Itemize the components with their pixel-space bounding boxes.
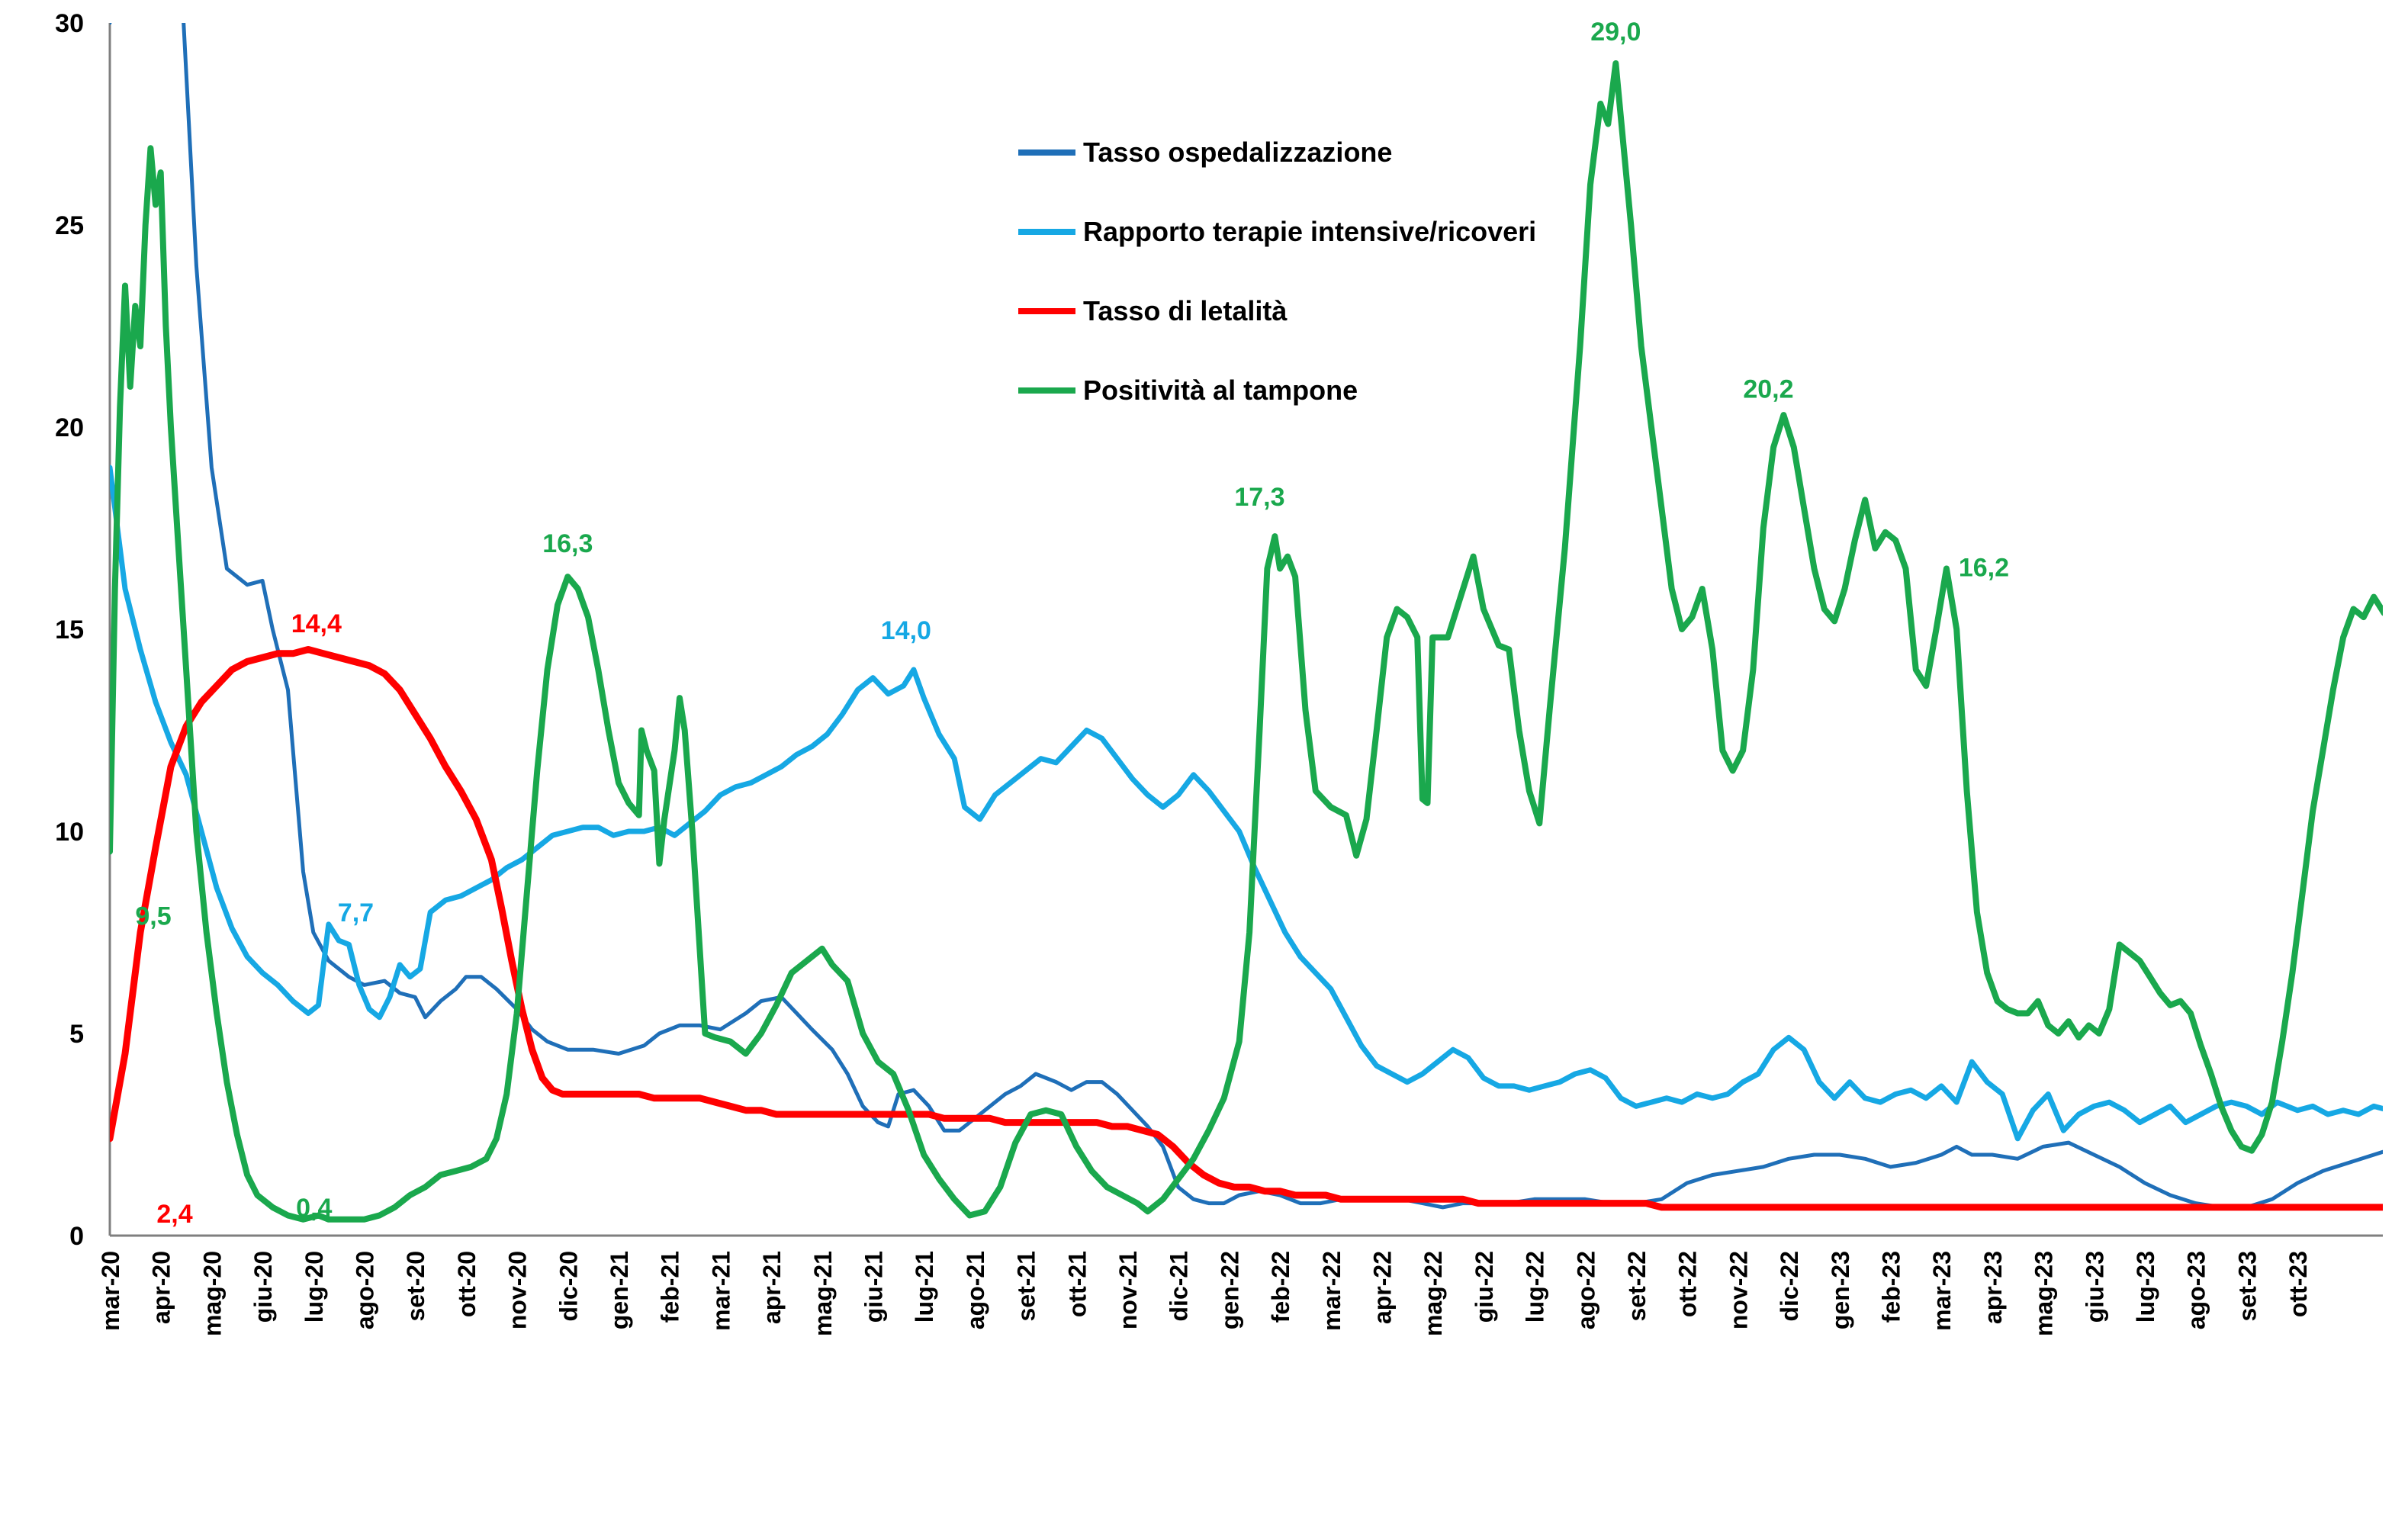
x-tick-label: lug-23 (2132, 1251, 2159, 1323)
legend-label: Tasso di letalità (1083, 295, 1288, 326)
x-tick-labels: mar-20 apr-20 mag-20 giu-20 lug-20 ago-20 set-… (97, 1251, 2312, 1336)
x-tick-label: ago-20 (352, 1251, 379, 1329)
y-tick-labels: 0 5 10 15 20 25 30 (55, 9, 84, 1251)
data-label: 29,0 (1590, 18, 1641, 47)
series-line-2 (110, 464, 2383, 1142)
series-line-3 (110, 646, 2383, 1211)
x-tick-label: ott-20 (453, 1251, 481, 1317)
data-label: 9,5 (135, 902, 171, 931)
x-tick-label: apr-22 (1369, 1251, 1397, 1324)
x-tick-label: ott-22 (1674, 1251, 1702, 1317)
x-tick-label: giu-22 (1471, 1251, 1498, 1323)
x-tick-label: mag-20 (198, 1251, 226, 1336)
x-tick-label: mar-20 (97, 1251, 124, 1331)
x-tick-label: nov-20 (504, 1251, 532, 1329)
data-label: 20,2 (1743, 374, 1793, 403)
x-tick-label: feb-23 (1878, 1251, 1905, 1323)
x-tick-label: apr-21 (758, 1251, 786, 1324)
legend-label: Rapporto terapie intensive/ricoveri (1083, 216, 1536, 247)
y-tick-label: 30 (55, 9, 84, 38)
y-tick-label: 25 (55, 211, 84, 240)
data-label: 0,4 (296, 1194, 332, 1223)
series-line-4 (110, 60, 2383, 1223)
data-label: 16,2 (1959, 553, 2009, 582)
x-tick-label: ott-23 (2284, 1251, 2312, 1317)
x-tick-label: lug-21 (911, 1251, 938, 1323)
x-tick-label: mag-22 (1419, 1251, 1447, 1336)
x-tick-label: feb-22 (1267, 1251, 1294, 1323)
x-tick-label: gen-23 (1827, 1251, 1854, 1329)
x-tick-label: set-23 (2233, 1251, 2261, 1322)
x-tick-label: nov-22 (1725, 1251, 1752, 1329)
x-tick-label: mar-22 (1318, 1251, 1345, 1331)
x-tick-label: dic-21 (1165, 1251, 1193, 1321)
series-line-1 (110, 23, 2383, 1210)
series-lines (110, 23, 2383, 1223)
x-tick-label: mag-23 (2030, 1251, 2058, 1336)
y-tick-label: 0 (69, 1222, 84, 1251)
x-tick-label: feb-21 (657, 1251, 684, 1323)
legend: Tasso ospedalizzazione Rapporto terapie i… (1018, 137, 1536, 406)
data-label: 14,0 (881, 616, 931, 645)
x-tick-label: giu-23 (2081, 1251, 2108, 1323)
legend-label: Positività al tampone (1083, 374, 1358, 406)
data-label: 7,7 (338, 898, 374, 927)
x-tick-label: mag-21 (809, 1251, 837, 1336)
x-tick-label: lug-22 (1522, 1251, 1549, 1323)
data-labels: 2,414,40,79,50,416,317,329,020,216,213,2… (135, 18, 2009, 1229)
x-tick-label: giu-21 (860, 1251, 888, 1323)
x-tick-label: ago-22 (1572, 1251, 1599, 1329)
x-tick-label: ago-21 (962, 1251, 989, 1329)
x-tick-label: mar-21 (707, 1251, 735, 1331)
x-tick-label: giu-20 (249, 1251, 277, 1323)
x-tick-label: ago-23 (2183, 1251, 2210, 1329)
x-tick-label: dic-22 (1776, 1251, 1803, 1321)
x-tick-label: gen-21 (606, 1251, 633, 1329)
x-tick-label: lug-20 (301, 1251, 328, 1323)
y-tick-label: 5 (69, 1020, 84, 1049)
x-tick-label: set-22 (1623, 1251, 1651, 1322)
x-tick-label: dic-20 (555, 1251, 582, 1321)
y-tick-label: 20 (55, 413, 84, 442)
x-tick-label: mar-23 (1928, 1251, 1956, 1331)
x-tick-label: set-20 (402, 1251, 429, 1322)
y-tick-label: 10 (55, 818, 84, 847)
data-label: 16,3 (542, 529, 593, 558)
x-tick-label: apr-20 (148, 1251, 175, 1324)
x-tick-label: ott-21 (1063, 1251, 1091, 1317)
legend-label: Tasso ospedalizzazione (1083, 137, 1392, 168)
data-label: 2,4 (156, 1200, 192, 1229)
y-tick-label: 15 (55, 616, 84, 644)
data-label: 14,4 (291, 609, 342, 638)
x-tick-label: nov-21 (1114, 1251, 1142, 1329)
x-tick-label: apr-23 (1979, 1251, 2007, 1324)
x-tick-label: set-21 (1013, 1251, 1040, 1322)
x-tick-label: gen-22 (1216, 1251, 1243, 1329)
data-label: 17,3 (1234, 483, 1284, 512)
